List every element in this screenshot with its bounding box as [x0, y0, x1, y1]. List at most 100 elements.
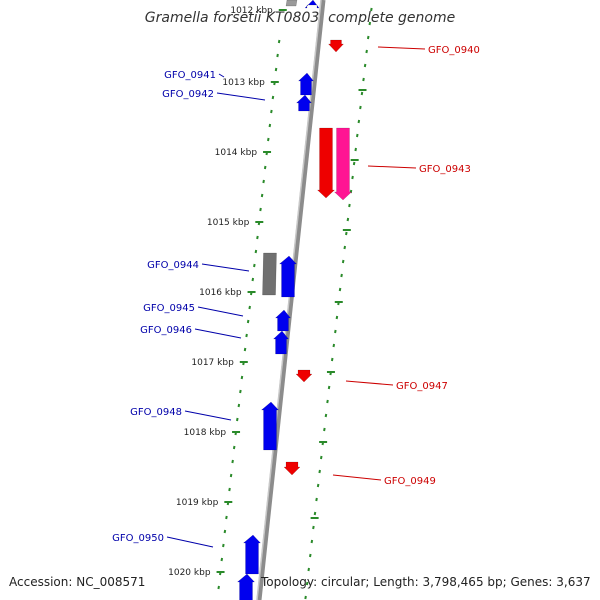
tick-mark	[246, 319, 250, 324]
gene-labels: GFO_0940 GFO_0941 GFO_0942 GFO_0943 GFO_0944…	[112, 45, 480, 548]
tick-mark	[243, 347, 247, 352]
tick-mark	[338, 287, 342, 292]
leader-line	[216, 92, 266, 101]
tick-mark	[267, 137, 270, 142]
gene-feature-GFO_0942	[295, 94, 313, 112]
leader-line	[367, 165, 417, 169]
tick-mark	[217, 585, 220, 590]
tick-mark	[270, 109, 273, 114]
tick-mark	[310, 539, 314, 544]
scale-label: 1017 kbp	[191, 358, 234, 368]
gene-label: GFO_0949	[384, 476, 436, 487]
gene-label: GFO_0950	[112, 533, 164, 544]
tick-mark	[332, 343, 336, 348]
gene-label: GFO_0943	[419, 164, 471, 175]
tick-mark	[259, 207, 262, 212]
tick-mark	[248, 305, 251, 310]
genome-backbone	[256, 0, 326, 600]
scale-labels: 1012 kbp 1013 kbp 1014 kbp 1015 kbp 1016 kbp…	[168, 6, 273, 578]
gene-partial-bottom-blue	[236, 573, 256, 600]
tick-mark	[225, 515, 228, 520]
tick-mark	[359, 105, 362, 110]
tick-mark	[309, 553, 312, 558]
inner-tick-ring	[216, 9, 287, 590]
gene-feature-GFO_0950	[242, 534, 262, 575]
tick-mark	[260, 193, 264, 198]
scale-label: 1014 kbp	[215, 148, 258, 158]
tick-mark	[345, 231, 348, 236]
gene-label: GFO_0942	[162, 89, 214, 100]
tick-mark	[346, 217, 350, 222]
tick-mark	[256, 235, 259, 240]
gene-feature-GFO_0944	[278, 255, 298, 298]
tick-mark	[319, 455, 323, 460]
leader-line	[201, 263, 250, 272]
scale-label: 1018 kbp	[184, 428, 227, 438]
tick-mark	[262, 179, 265, 184]
gene-partial-top-grey	[285, 0, 298, 7]
tick-mark	[232, 445, 236, 450]
gene-feature-GFO_0948	[260, 401, 280, 451]
tick-mark	[330, 357, 334, 362]
tick-mark	[341, 259, 345, 264]
tick-mark	[239, 389, 242, 394]
tick-mark	[231, 459, 234, 464]
outer-tick-ring	[304, 7, 373, 600]
gene-label: GFO_0947	[396, 381, 448, 392]
scale-label: 1015 kbp	[207, 218, 250, 228]
gene-label: GFO_0941	[164, 70, 216, 81]
tick-mark	[323, 427, 326, 432]
backbone-line	[256, 0, 326, 600]
tick-mark	[362, 77, 365, 82]
scale-label: 1019 kbp	[176, 498, 219, 508]
gene-feature-GFO_0943-companion	[333, 127, 353, 201]
tick-mark	[274, 67, 278, 72]
scale-label: 1013 kbp	[222, 78, 265, 88]
leader-line	[197, 306, 244, 317]
leader-line	[218, 73, 225, 78]
tick-mark	[253, 263, 256, 268]
gene-feature-GFO_0944-companion	[262, 252, 277, 296]
tick-mark	[229, 473, 233, 478]
accession-label: Accession: NC_008571	[9, 575, 146, 589]
tick-mark	[368, 21, 372, 26]
tick-mark	[352, 161, 356, 166]
tick-mark	[348, 203, 351, 208]
topology-label: Topology: circular; Length: 3,798,465 bp…	[261, 575, 591, 589]
gene-feature-GFO_0945	[274, 309, 292, 332]
leader-line	[332, 474, 382, 481]
tick-mark	[327, 385, 331, 390]
tick-mark	[318, 469, 321, 474]
tick-mark	[240, 375, 244, 380]
tick-mark	[360, 91, 364, 96]
tick-mark	[236, 417, 239, 422]
gene-label: GFO_0948	[130, 407, 182, 418]
tick-mark	[351, 175, 354, 180]
backbone-highlight	[256, 0, 322, 600]
tick-mark	[335, 315, 339, 320]
tick-mark	[370, 7, 373, 12]
gene-label: GFO_0946	[140, 325, 192, 336]
tick-mark	[354, 147, 357, 152]
tick-mark	[251, 277, 255, 282]
tick-mark	[220, 557, 224, 562]
tick-mark	[316, 483, 320, 488]
tick-mark	[228, 487, 231, 492]
leader-line	[184, 410, 232, 421]
leader-line	[194, 328, 242, 339]
leader-line	[377, 46, 426, 50]
gene-label: GFO_0944	[147, 260, 199, 271]
tick-mark	[326, 399, 329, 404]
gene-label: GFO_0945	[143, 303, 195, 314]
gene-feature-GFO_0947	[295, 369, 313, 383]
tick-mark	[324, 413, 328, 418]
tick-mark	[366, 35, 370, 40]
tick-mark	[315, 497, 318, 502]
tick-mark	[223, 529, 227, 534]
tick-mark	[365, 49, 368, 54]
tick-mark	[357, 119, 361, 124]
gene-feature-GFO_0949	[283, 461, 301, 476]
tick-mark	[276, 53, 279, 58]
tick-mark	[312, 525, 315, 530]
